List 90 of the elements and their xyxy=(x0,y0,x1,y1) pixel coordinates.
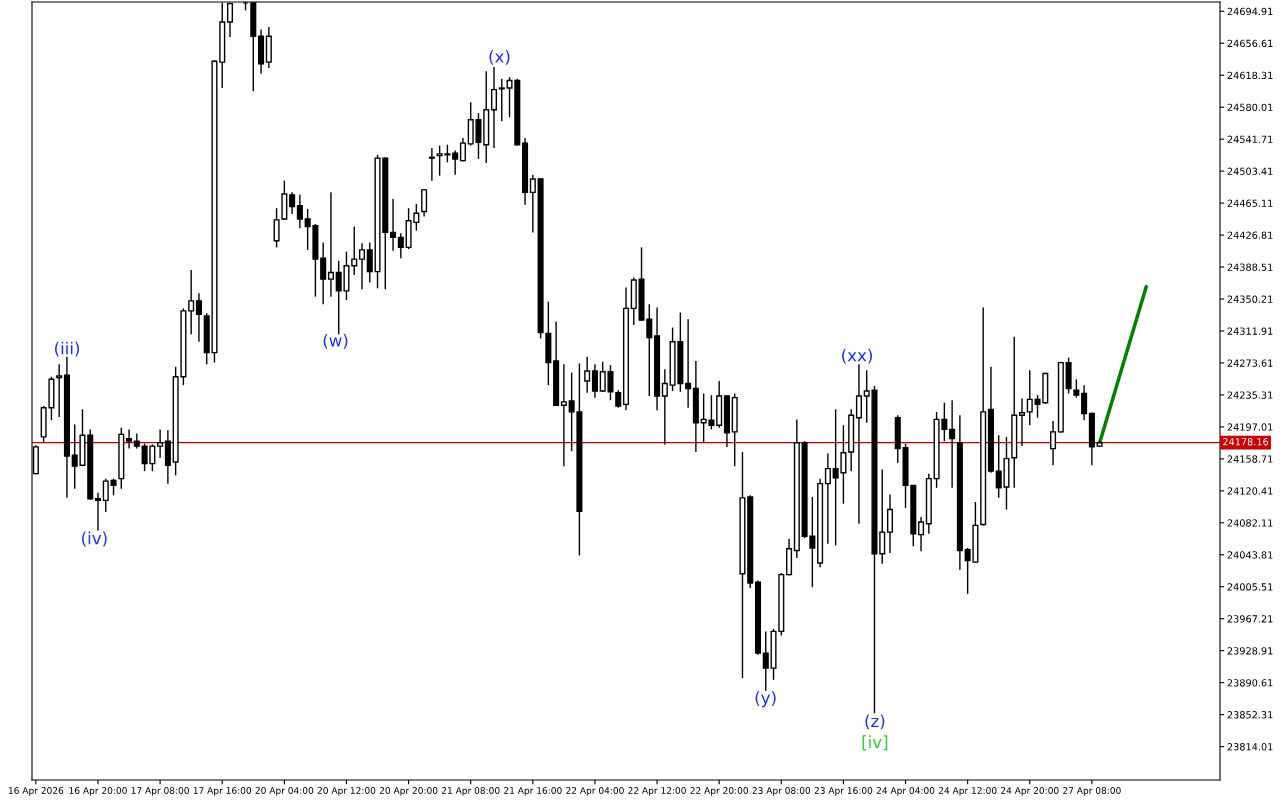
x-tick-label: 16 Apr 2026 xyxy=(8,787,64,796)
y-tick-label: 24273.61 xyxy=(1227,359,1273,367)
annotation: (z) xyxy=(865,714,885,730)
y-tick-label: 23852.31 xyxy=(1227,711,1273,719)
candlestick xyxy=(56,363,63,418)
candlestick xyxy=(421,188,428,218)
y-tick-label: 24541.71 xyxy=(1227,135,1273,143)
candlestick xyxy=(397,232,404,259)
candlestick xyxy=(498,78,505,123)
x-tick-label: 24 Apr 04:00 xyxy=(876,787,935,796)
candlestick xyxy=(102,477,109,513)
y-tick-label: 24465.11 xyxy=(1227,199,1273,207)
candlestick xyxy=(886,493,894,554)
candlestick xyxy=(320,241,327,305)
y-tick-label: 24082.11 xyxy=(1227,519,1273,527)
annotation: (w) xyxy=(323,333,348,349)
y-tick-label: 23928.91 xyxy=(1227,647,1273,655)
candlestick xyxy=(879,468,886,565)
x-tick-label: 20 Apr 12:00 xyxy=(317,787,376,796)
candlestick xyxy=(296,194,303,229)
y-tick-label: 24656.61 xyxy=(1227,39,1273,48)
candlestick xyxy=(358,242,366,290)
annotation: [iv] xyxy=(862,735,888,751)
annotation: (xx) xyxy=(842,348,872,364)
y-tick-label: 23967.21 xyxy=(1227,615,1273,623)
candlestick xyxy=(824,452,831,545)
candlestick xyxy=(157,428,164,459)
ref-line-label: 24178.16 xyxy=(1223,438,1269,446)
candlestick xyxy=(452,149,459,176)
y-tick-label: 24005.51 xyxy=(1227,583,1273,591)
candlestick xyxy=(591,363,598,399)
annotation: (y) xyxy=(755,691,776,708)
y-tick-label: 24120.41 xyxy=(1227,487,1273,495)
candlestick xyxy=(490,66,498,149)
candlestick xyxy=(1073,378,1080,399)
candlestick xyxy=(584,356,591,394)
x-tick-label: 24 Apr 20:00 xyxy=(1001,787,1059,796)
candlestick xyxy=(188,269,195,335)
x-tick-label: 22 Apr 04:00 xyxy=(566,787,624,796)
y-tick-label: 24350.21 xyxy=(1227,295,1273,303)
candlestick xyxy=(661,368,668,446)
candlestick xyxy=(195,292,202,343)
x-tick-label: 16 Apr 20:00 xyxy=(69,787,127,796)
candlestick xyxy=(390,198,397,252)
y-tick-label: 24694.91 xyxy=(1227,7,1273,16)
annotation: (iii) xyxy=(55,341,80,357)
x-tick-label: 27 Apr 08:00 xyxy=(1063,787,1121,796)
candlestick xyxy=(366,241,373,284)
candlestick xyxy=(855,363,862,525)
candlestick xyxy=(762,630,769,692)
candlestick xyxy=(1081,384,1088,421)
annotation: (iv) xyxy=(82,531,107,547)
y-tick-label: 24197.01 xyxy=(1227,423,1273,431)
x-tick-label: 23 Apr 08:00 xyxy=(752,787,811,796)
x-tick-label: 21 Apr 16:00 xyxy=(504,787,562,796)
y-tick-label: 24043.81 xyxy=(1227,551,1273,559)
candlestick xyxy=(327,191,334,298)
candlestick xyxy=(289,191,296,215)
y-tick-label: 24580.01 xyxy=(1227,103,1273,111)
candlestick xyxy=(126,428,133,450)
candlestick xyxy=(529,174,536,234)
candlestick xyxy=(560,363,567,467)
x-tick-label: 20 Apr 04:00 xyxy=(255,787,314,796)
y-tick-label: 24618.31 xyxy=(1227,71,1273,80)
y-tick-label: 24311.91 xyxy=(1227,327,1273,335)
x-tick-label: 22 Apr 20:00 xyxy=(690,787,749,796)
annotation: (x) xyxy=(489,49,510,65)
y-tick-label: 24158.71 xyxy=(1227,455,1273,463)
y-tick-label: 23890.61 xyxy=(1227,679,1273,687)
candlestick xyxy=(428,147,435,182)
candlestick xyxy=(918,516,925,552)
x-tick-label: 20 Apr 20:00 xyxy=(379,787,438,796)
x-tick-label: 17 Apr 08:00 xyxy=(131,787,189,796)
y-tick-label: 24503.41 xyxy=(1227,167,1273,175)
x-tick-label: 17 Apr 16:00 xyxy=(193,787,252,796)
x-tick-label: 24 Apr 12:00 xyxy=(938,787,997,796)
candlestick xyxy=(949,399,956,489)
x-tick-label: 23 Apr 16:00 xyxy=(814,787,873,796)
candlestick xyxy=(351,225,358,276)
y-tick-label: 24388.51 xyxy=(1227,263,1273,271)
candlestick xyxy=(1018,397,1026,447)
candlestick xyxy=(1026,369,1033,426)
candlestick xyxy=(1050,420,1057,466)
y-tick-label: 23814.01 xyxy=(1227,743,1273,751)
x-tick-label: 22 Apr 12:00 xyxy=(628,787,686,796)
y-tick-label: 24235.31 xyxy=(1227,391,1273,399)
x-tick-label: 21 Apr 08:00 xyxy=(441,787,500,796)
candlestick xyxy=(685,318,692,409)
candlestick xyxy=(94,492,102,532)
y-tick-label: 24426.81 xyxy=(1227,231,1273,239)
